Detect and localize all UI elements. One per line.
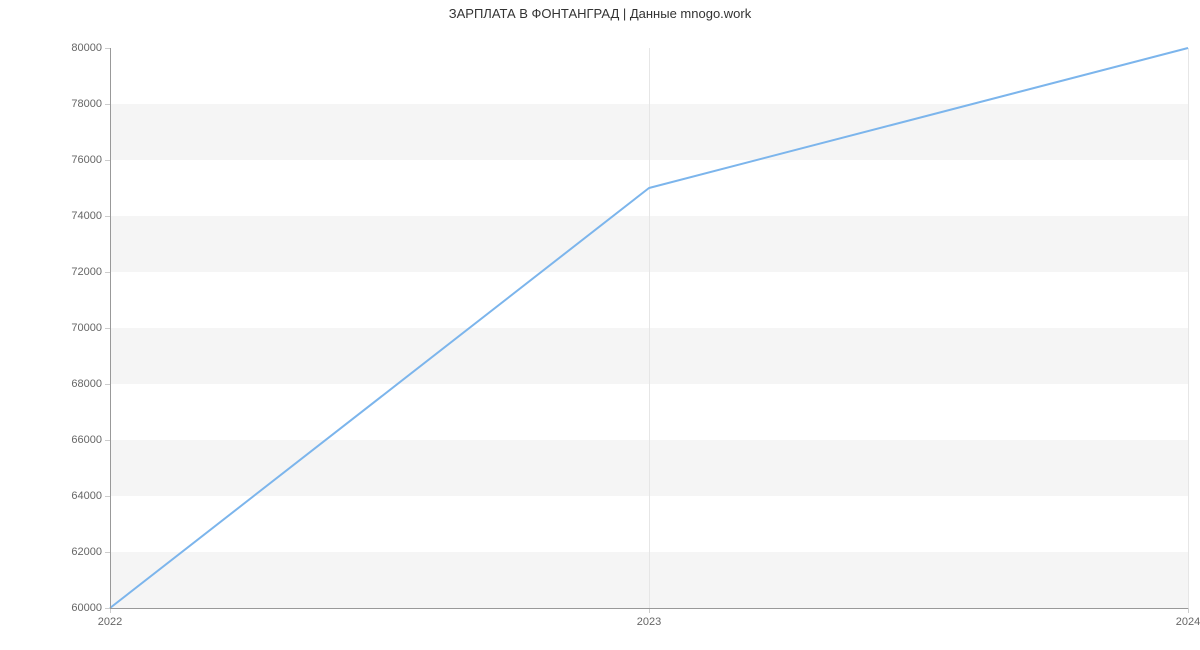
series-line	[110, 48, 1188, 608]
x-gridline	[1188, 48, 1189, 608]
salary-chart: ЗАРПЛАТА В ФОНТАНГРАД | Данные mnogo.wor…	[0, 0, 1200, 650]
y-axis-line	[110, 48, 111, 608]
x-axis-line	[110, 608, 1188, 609]
chart-title: ЗАРПЛАТА В ФОНТАНГРАД | Данные mnogo.wor…	[0, 6, 1200, 21]
plot-area: 6000062000640006600068000700007200074000…	[110, 48, 1188, 608]
x-tick-mark	[1188, 608, 1189, 613]
line-series	[110, 48, 1188, 608]
